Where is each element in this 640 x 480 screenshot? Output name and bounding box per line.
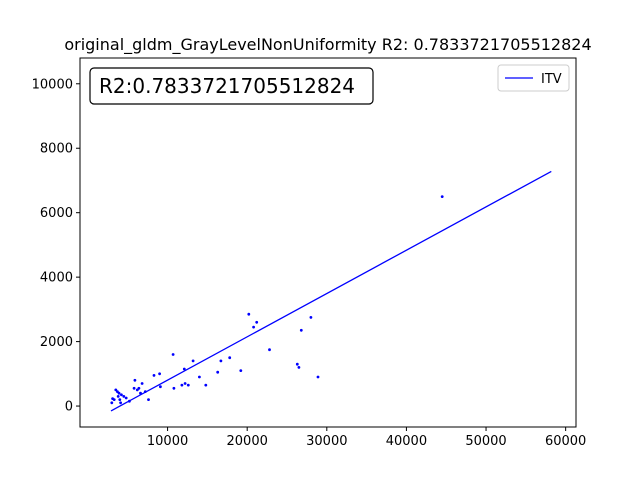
r2-annotation-text: R2:0.7833721705512824 xyxy=(99,74,355,98)
plot-area: 10000 20000 30000 40000 50000 60000 0 2000 4000… xyxy=(32,57,586,449)
y-tick-label: 8000 xyxy=(40,142,73,157)
y-tick-label: 0 xyxy=(65,400,73,415)
data-point xyxy=(116,395,120,398)
data-point xyxy=(219,359,223,363)
data-point xyxy=(140,382,144,385)
data-point xyxy=(132,386,136,390)
data-point xyxy=(228,356,232,360)
y-axis: 0 2000 4000 6000 8000 10000 xyxy=(32,77,80,415)
axes-frame xyxy=(79,57,577,428)
data-point xyxy=(171,353,175,356)
data-point xyxy=(122,395,126,398)
data-point xyxy=(137,386,141,390)
data-point xyxy=(239,369,243,372)
data-layer xyxy=(110,170,552,412)
chart-title: original_gldm_GrayLevelNonUniformity R2:… xyxy=(64,35,591,55)
data-point xyxy=(191,359,195,363)
r2-annotation-box xyxy=(89,67,374,105)
data-point xyxy=(110,401,114,405)
data-point xyxy=(124,396,128,400)
data-point xyxy=(159,385,162,389)
data-point xyxy=(252,325,256,329)
data-point xyxy=(133,378,137,382)
data-point xyxy=(152,374,156,377)
data-point xyxy=(183,382,187,385)
series-line-itv xyxy=(110,170,552,412)
data-point xyxy=(268,348,271,352)
data-point xyxy=(117,391,121,395)
data-point xyxy=(158,372,162,376)
data-point xyxy=(247,312,251,316)
data-point xyxy=(112,398,116,401)
data-point xyxy=(295,362,299,366)
y-tick-label: 10000 xyxy=(32,77,73,92)
x-tick-label: 10000 xyxy=(147,434,188,449)
data-point xyxy=(316,375,320,379)
data-point xyxy=(216,370,220,374)
x-tick-label: 60000 xyxy=(545,434,586,449)
data-point xyxy=(255,320,259,324)
x-tick-label: 50000 xyxy=(465,434,506,449)
data-point xyxy=(204,383,208,387)
data-point xyxy=(147,398,150,401)
x-tick-label: 20000 xyxy=(227,434,268,449)
data-point xyxy=(297,366,301,369)
x-tick-label: 30000 xyxy=(306,434,347,449)
y-tick-label: 6000 xyxy=(40,206,73,221)
data-point xyxy=(440,195,444,199)
data-point xyxy=(309,316,313,319)
legend-label-itv: ITV xyxy=(541,72,562,87)
data-point xyxy=(299,328,303,332)
data-point xyxy=(180,383,184,387)
data-point xyxy=(172,386,176,390)
legend-box xyxy=(497,64,570,92)
data-point xyxy=(118,398,122,401)
y-tick-label: 4000 xyxy=(40,271,73,286)
data-point xyxy=(119,401,122,405)
y-tick-label: 2000 xyxy=(40,335,73,350)
data-point xyxy=(186,383,190,387)
x-axis: 10000 20000 30000 40000 50000 60000 xyxy=(147,427,586,449)
x-tick-label: 40000 xyxy=(386,434,427,449)
data-point xyxy=(198,375,201,379)
r2-annotation: R2:0.7833721705512824 xyxy=(89,67,374,105)
legend: ITV xyxy=(497,64,570,92)
data-point xyxy=(182,367,186,371)
data-point xyxy=(120,393,123,397)
